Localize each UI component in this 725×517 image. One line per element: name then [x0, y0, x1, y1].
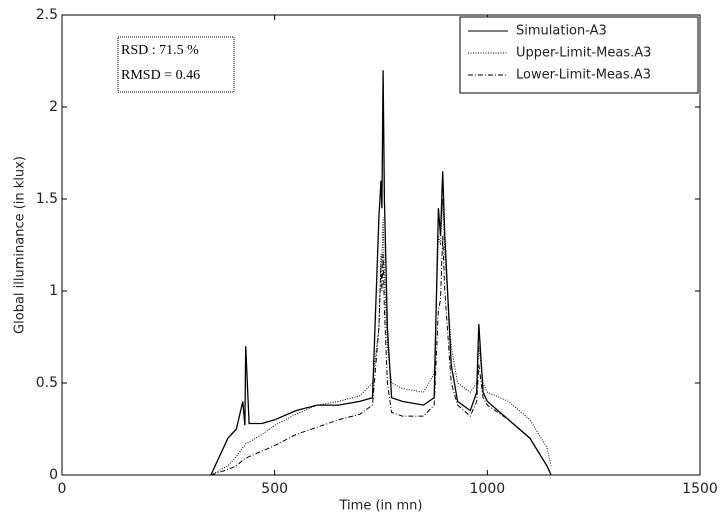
line-series [210, 70, 552, 476]
y-tick-label: 1.5 [36, 191, 58, 207]
x-tick-label: 500 [261, 481, 288, 497]
plot-frame [61, 14, 701, 476]
line-series [210, 198, 552, 476]
x-tick-label: 1000 [470, 481, 506, 497]
y-tick-label: 2.5 [36, 7, 58, 23]
legend-label: Lower-Limit-Meas.A3 [516, 68, 651, 83]
y-tick-label: 2 [49, 99, 58, 115]
y-tick-label: 0 [49, 467, 58, 483]
annotation: RMSD = 0.46 [121, 68, 200, 83]
x-tick-label: 0 [58, 481, 67, 497]
x-axis-label: Time (in mn) [339, 499, 423, 514]
y-axis-label: Global illuminance (in klux) [13, 156, 28, 334]
legend-label: Simulation-A3 [516, 24, 607, 39]
x-tick-label: 1500 [682, 481, 718, 497]
line-series [210, 235, 552, 476]
legend-box [459, 16, 699, 94]
legend-label: Upper-Limit-Meas.A3 [516, 46, 651, 61]
annotation-box [117, 36, 235, 93]
y-tick-label: 0.5 [36, 375, 58, 391]
annotation: RSD : 71.5 % [121, 43, 199, 58]
y-tick-label: 1 [49, 283, 58, 299]
